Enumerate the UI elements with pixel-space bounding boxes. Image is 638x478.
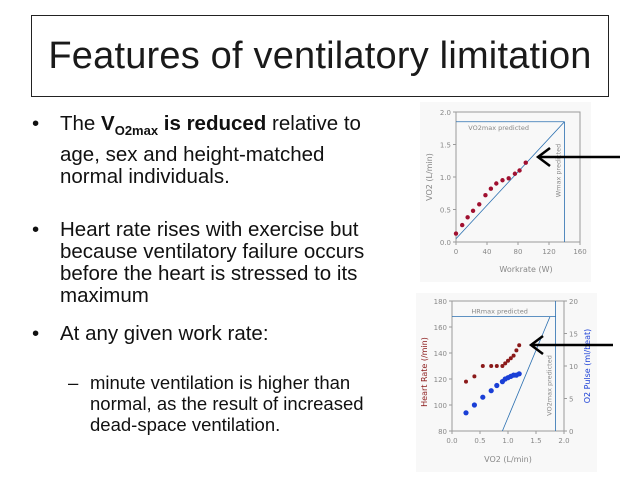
x-tick-label: 0.5 <box>474 437 485 445</box>
heart-rate-point <box>500 364 505 368</box>
x-tick-label: 0 <box>454 248 458 256</box>
heart-rate-chart: 80 100 120 140 160 180 0 5 10 15 20 0.0 0.5 1.0 1.5 2.0… <box>416 293 597 472</box>
heart-rate-point <box>511 353 516 358</box>
heart-rate-point <box>494 364 499 368</box>
o2-pulse-point <box>480 394 486 400</box>
data-point <box>494 181 499 186</box>
data-point <box>465 215 470 220</box>
predicted-diagonal <box>455 121 565 240</box>
y-tick-label: 80 <box>438 428 447 436</box>
x-tick-label: 0.0 <box>446 437 457 445</box>
heart-rate-point <box>503 361 508 366</box>
heart-rate-point <box>472 374 477 379</box>
x-tick-label: 80 <box>514 248 523 256</box>
bullet-1-rest: relative to <box>266 112 361 135</box>
heart-rate-point <box>514 348 519 353</box>
annotation-vo2max: VO2max predicted <box>468 124 529 132</box>
x-tick-label: 1.0 <box>502 437 513 445</box>
data-point <box>483 193 488 198</box>
y-tick-label: 1.5 <box>440 142 451 150</box>
vo2-workrate-chart: 0.0 0.5 1.0 1.5 2.0 0 40 80 120 160 Workrate (W) VO… <box>420 102 591 282</box>
data-point <box>460 222 465 228</box>
y-tick-label: 140 <box>434 350 447 358</box>
data-point <box>517 168 522 173</box>
annotation-vo2max: VO2max predicted <box>546 355 554 416</box>
y2-tick-label: 0 <box>569 428 573 436</box>
o2-pulse-point <box>516 371 522 377</box>
y-axis-label: VO2 (L/min) <box>425 153 434 201</box>
arrow-1-icon <box>535 147 620 167</box>
slide-title: Features of ventilatory limitation <box>48 35 592 77</box>
y-axis-label: Heart Rate (/min) <box>420 337 429 407</box>
arrow-2-icon <box>528 335 613 355</box>
data-point <box>506 176 511 181</box>
bullet-2-line2: because ventilatory failure occurs <box>60 240 365 263</box>
sub-bullet-line3: dead-space ventilation. <box>90 414 281 435</box>
bullet-3: • At any given work rate: <box>32 323 392 345</box>
y2-axis-label: O2 Pulse (ml/beat) <box>583 329 592 404</box>
y-tick-label: 160 <box>434 324 447 332</box>
x-tick-label: 120 <box>542 248 555 256</box>
sub-bullet-line1: minute ventilation is higher than <box>90 372 351 393</box>
title-box: Features of ventilatory limitation <box>31 15 609 97</box>
o2-pulse-point <box>488 388 494 394</box>
heart-rate-point <box>480 364 485 368</box>
bullet-3-line1: At any given work rate: <box>60 322 269 345</box>
bullet-1-line3: normal individuals. <box>60 165 230 189</box>
y-tick-label: 180 <box>434 298 447 306</box>
bullet-1: • The VO2max is reduced relative to age,… <box>32 113 392 188</box>
o2-pulse-point <box>463 410 469 416</box>
bullet-1-bold: VO2max is reduced <box>101 112 267 139</box>
x-tick-label: 40 <box>483 248 492 256</box>
data-point <box>523 160 528 165</box>
y-tick-label: 0.0 <box>440 239 451 247</box>
data-point <box>453 231 459 236</box>
y-tick-label: 2.0 <box>440 109 451 117</box>
heart-rate-point <box>489 364 494 368</box>
y-tick-label: 100 <box>434 402 447 410</box>
y-tick-label: 0.5 <box>440 207 451 215</box>
sub-bullet-line2: normal, as the result of increased <box>90 393 364 414</box>
y-tick-label: 1.0 <box>440 174 451 182</box>
heart-rate-point <box>506 358 510 363</box>
heart-rate-point <box>517 343 522 348</box>
y2-tick-label: 15 <box>569 331 578 339</box>
bullet-symbol: • <box>32 112 40 135</box>
bullet-symbol: • <box>32 322 40 345</box>
x-tick-label: 160 <box>573 248 586 256</box>
y2-tick-label: 10 <box>569 363 578 371</box>
data-point <box>500 178 505 183</box>
bullet-1-prefix: The <box>60 112 102 135</box>
heart-rate-point <box>508 356 513 361</box>
bullet-2: • Heart rate rises with exercise but bec… <box>32 219 392 307</box>
annotation-wmax: Wmax predicted <box>555 144 563 198</box>
y-tick-label: 120 <box>434 376 447 384</box>
data-point <box>488 186 494 191</box>
data-point <box>470 208 476 213</box>
bullet-2-line4: maximum <box>60 284 149 307</box>
y2-tick-label: 5 <box>569 396 573 404</box>
x-tick-label: 2.0 <box>558 437 569 445</box>
data-point <box>477 202 482 207</box>
x-axis-label: Workrate (W) <box>499 265 552 274</box>
x-axis-label: VO2 (L/min) <box>484 455 532 464</box>
o2-pulse-point <box>471 402 477 408</box>
data-point <box>512 171 518 176</box>
x-tick-label: 1.5 <box>530 437 541 445</box>
y2-tick-label: 20 <box>569 298 578 306</box>
bullet-symbol: • <box>32 218 40 241</box>
vo2-workrate-svg: 0.0 0.5 1.0 1.5 2.0 0 40 80 120 160 Workrate (W) VO… <box>425 109 587 274</box>
heart-rate-point <box>464 379 468 384</box>
bullet-2-line1: Heart rate rises with exercise but <box>60 218 359 241</box>
bullet-1-line2: age, sex and height-matched <box>60 143 325 167</box>
o2-pulse-point <box>494 382 500 389</box>
sub-bullet: – minute ventilation is higher than norm… <box>68 372 398 435</box>
heart-rate-svg: 80 100 120 140 160 180 0 5 10 15 20 0.0 0.5 1.0 1.5 2.0… <box>420 298 592 464</box>
dash-symbol: – <box>68 372 79 393</box>
annotation-hrmax: HRmax predicted <box>471 308 527 316</box>
bullet-2-line3: before the heart is stressed to its <box>60 262 358 285</box>
